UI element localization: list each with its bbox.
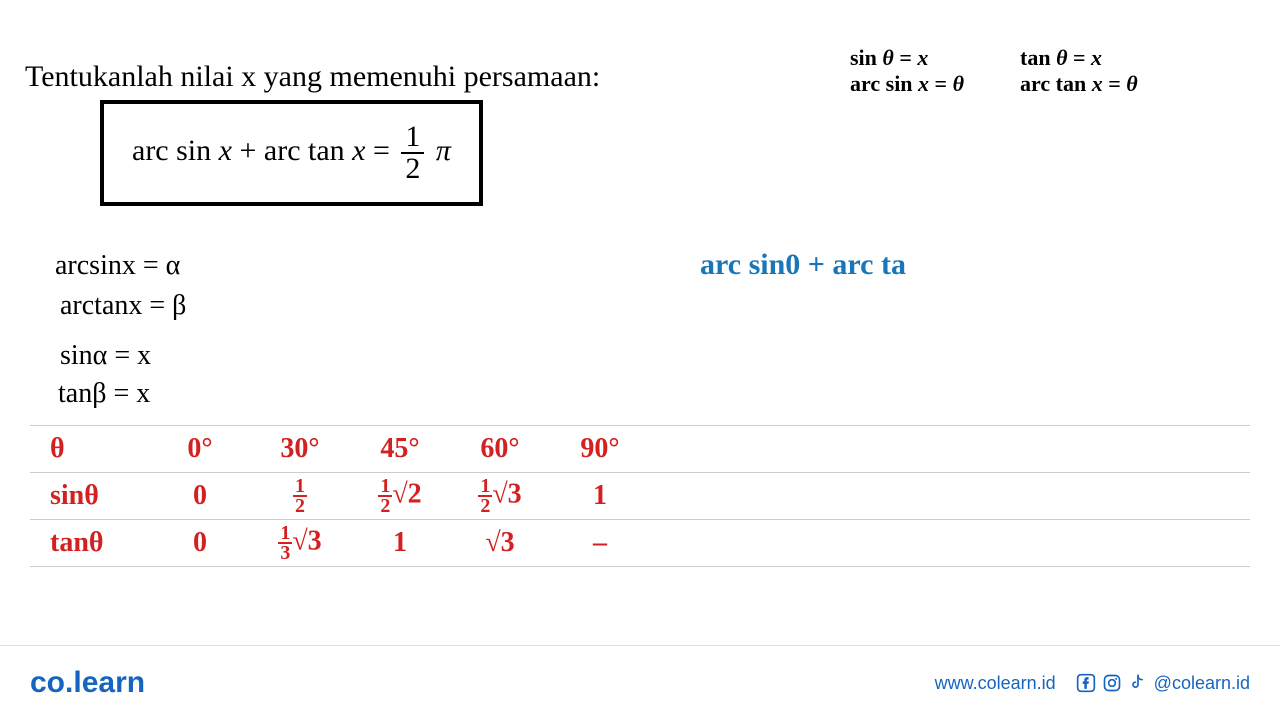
logo-learn: learn (73, 666, 145, 699)
tan-45: 1 (350, 520, 450, 567)
question-label: Tentukanlah nilai x yang memenuhi persam… (25, 60, 600, 93)
th-60: 60° (450, 426, 550, 473)
tan-60: √3 (450, 520, 550, 567)
hw-sinalpha: sinα = x (60, 340, 151, 372)
boxed-left: arc sin x + arc tan x = (132, 134, 397, 167)
sin-0: 0 (150, 473, 250, 520)
footer-url: www.colearn.id (935, 673, 1056, 694)
th-theta: θ (30, 426, 150, 473)
tan-30: 13√3 (250, 520, 350, 567)
social-icons: @colearn.id (1076, 673, 1250, 694)
footer-handle: @colearn.id (1154, 673, 1250, 694)
sin-90: 1 (550, 473, 650, 520)
tiktok-icon (1128, 673, 1148, 693)
table-spacer (30, 567, 1250, 617)
table-tan-row: tanθ 0 13√3 1 √3 – (30, 520, 1250, 567)
boxed-fraction: 1 2 (401, 122, 424, 184)
question-text: Tentukanlah nilai x yang memenuhi persam… (25, 60, 600, 94)
sin-60: 12√3 (450, 473, 550, 520)
row-sin-label: sinθ (30, 473, 150, 520)
formula-arcsin: arc sin x = θ (850, 71, 1020, 97)
table-header-row: θ 0° 30° 45° 60° 90° (30, 426, 1250, 473)
tan-0: 0 (150, 520, 250, 567)
formula-hints: sin θ = x tan θ = x arc sin x = θ arc ta… (850, 45, 1190, 97)
trig-table: θ 0° 30° 45° 60° 90° sinθ 0 12 12√2 12√3… (30, 425, 1250, 617)
instagram-icon (1102, 673, 1122, 693)
formula-sin-theta: sin θ = x (850, 45, 1020, 71)
hw-tanbeta: tanβ = x (58, 378, 150, 410)
footer: co.learn www.colearn.id @colearn.id (0, 645, 1280, 720)
logo-co: co (30, 666, 65, 699)
formula-tan-theta: tan θ = x (1020, 45, 1190, 71)
hw-blue-partial: arc sin0 + arc ta (700, 248, 906, 282)
table-sin-row: sinθ 0 12 12√2 12√3 1 (30, 473, 1250, 520)
logo: co.learn (30, 666, 145, 700)
sin-45: 12√2 (350, 473, 450, 520)
frac-denominator: 2 (401, 154, 424, 184)
th-0: 0° (150, 426, 250, 473)
th-30: 30° (250, 426, 350, 473)
formula-arctan: arc tan x = θ (1020, 71, 1190, 97)
sin-30: 12 (250, 473, 350, 520)
tan-90: – (550, 520, 650, 567)
hw-arcsinx: arcsinx = α (55, 250, 180, 282)
frac-numerator: 1 (401, 122, 424, 154)
th-45: 45° (350, 426, 450, 473)
boxed-pi: π (436, 134, 451, 167)
footer-right: www.colearn.id @colearn.id (935, 673, 1250, 694)
facebook-icon (1076, 673, 1096, 693)
th-90: 90° (550, 426, 650, 473)
boxed-equation: arc sin x + arc tan x = 1 2 π (100, 100, 483, 206)
hw-arctanx: arctanx = β (60, 290, 186, 322)
row-tan-label: tanθ (30, 520, 150, 567)
